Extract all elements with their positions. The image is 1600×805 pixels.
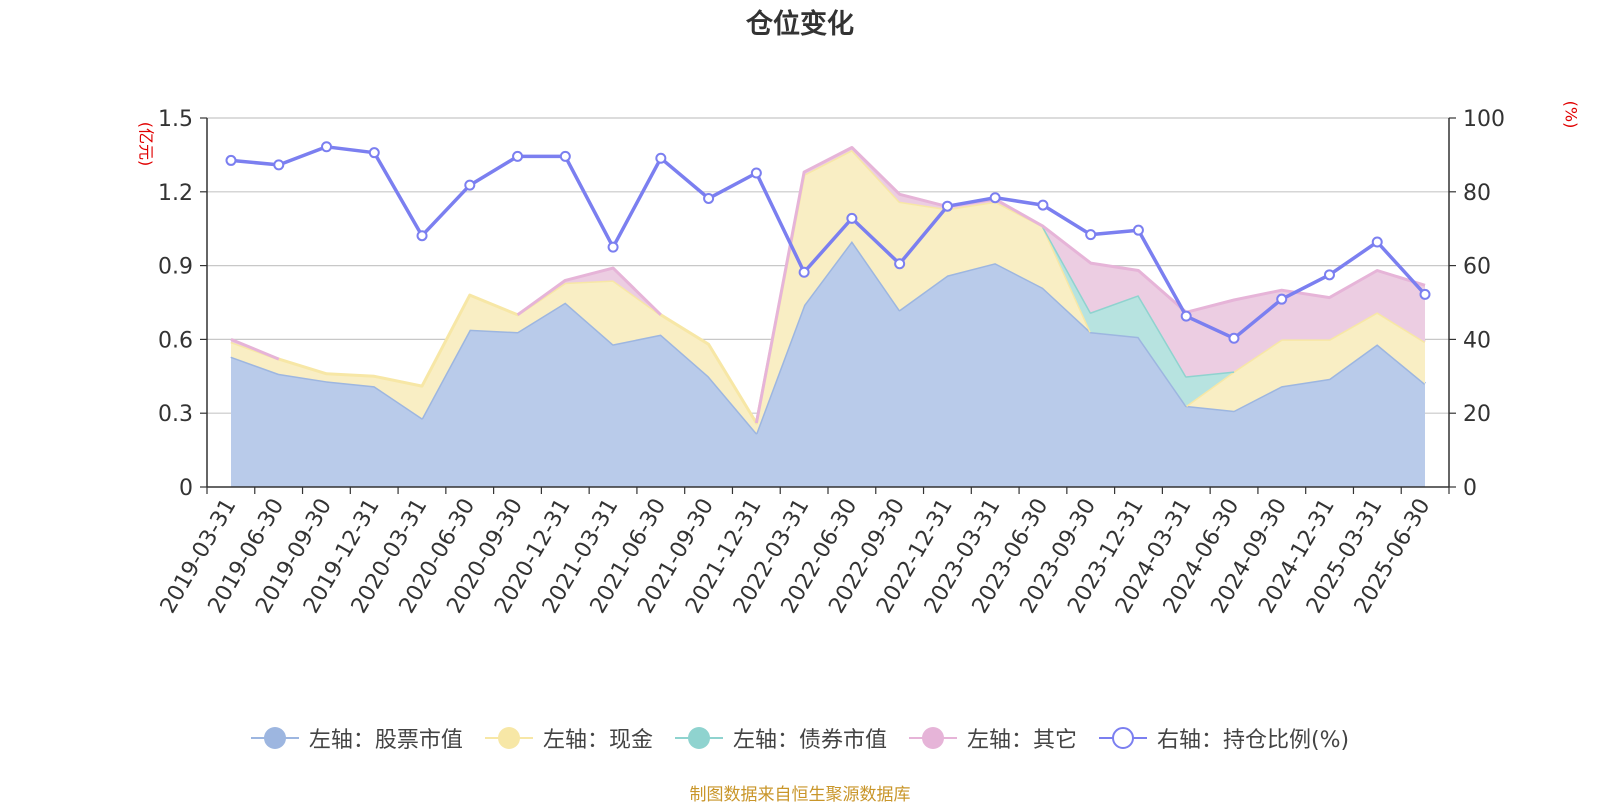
ratio-point bbox=[321, 141, 333, 153]
area-左轴：现金 bbox=[231, 150, 1091, 433]
data-source-note: 制图数据来自恒生聚源数据库 bbox=[689, 785, 911, 805]
legend-item[interactable]: 左轴：其它 bbox=[908, 722, 1077, 754]
chart-title: 仓位变化 bbox=[746, 9, 854, 40]
right-axis-unit: (%) bbox=[1561, 100, 1581, 129]
ratio-point bbox=[512, 150, 524, 162]
right-tick-label: 60 bbox=[1463, 255, 1491, 280]
ratio-point bbox=[1276, 293, 1288, 305]
left-tick-label: 0.9 bbox=[158, 255, 193, 280]
legend-item[interactable]: 右轴：持仓比例(%) bbox=[1098, 722, 1350, 754]
ratio-point bbox=[559, 150, 571, 162]
legend-label: 左轴：现金 bbox=[542, 728, 653, 753]
ratio-point bbox=[607, 241, 619, 253]
legend-marker-icon bbox=[674, 727, 723, 749]
legend-label: 左轴：债券市值 bbox=[732, 728, 887, 753]
ratio-point bbox=[1132, 224, 1144, 236]
area-左轴：其它 bbox=[756, 147, 1425, 423]
ratio-point bbox=[1085, 229, 1097, 241]
legend-marker-icon bbox=[484, 727, 533, 749]
ratio-point bbox=[1323, 269, 1335, 281]
right-tick-label: 100 bbox=[1463, 107, 1505, 132]
ratio-point bbox=[273, 159, 285, 171]
legend-marker-icon bbox=[908, 727, 957, 749]
ratio-point bbox=[894, 258, 906, 270]
ratio-point bbox=[703, 192, 715, 204]
area-edge-左轴：其它 bbox=[754, 146, 1426, 424]
holding-ratio-series bbox=[225, 141, 1431, 344]
ratio-point bbox=[1228, 332, 1240, 344]
right-tick-label: 0 bbox=[1463, 476, 1477, 501]
ratio-point bbox=[798, 266, 810, 278]
left-tick-label: 0.6 bbox=[158, 328, 193, 353]
legend-item[interactable]: 左轴：债券市值 bbox=[674, 722, 887, 754]
area-左轴：债券市值 bbox=[1042, 226, 1234, 406]
legend-marker-icon bbox=[1098, 727, 1147, 749]
legend-label: 左轴：股票市值 bbox=[308, 728, 463, 753]
ratio-point bbox=[1419, 288, 1431, 300]
ratio-point bbox=[1371, 236, 1383, 248]
ratio-point bbox=[846, 212, 858, 224]
ratio-point bbox=[464, 179, 476, 191]
area-edge-左轴：其它 bbox=[230, 338, 280, 361]
ratio-point bbox=[989, 192, 1001, 204]
ratio-point bbox=[655, 152, 667, 164]
ratio-point bbox=[416, 230, 428, 242]
left-tick-label: 1.5 bbox=[158, 107, 193, 132]
right-tick-label: 40 bbox=[1463, 328, 1491, 353]
legend-label: 右轴：持仓比例(%) bbox=[1156, 728, 1350, 753]
ratio-point bbox=[1037, 199, 1049, 211]
ratio-point bbox=[941, 200, 953, 212]
ratio-point bbox=[750, 167, 762, 179]
ratio-point bbox=[368, 147, 380, 159]
left-axis-unit: (亿元) bbox=[136, 121, 156, 167]
legend-label: 左轴：其它 bbox=[966, 728, 1077, 753]
area-edge-左轴：其它 bbox=[516, 266, 662, 317]
legend-item[interactable]: 左轴：股票市值 bbox=[250, 722, 463, 754]
ratio-line-path bbox=[230, 145, 1427, 341]
left-tick-label: 1.2 bbox=[158, 181, 193, 206]
chart-legend: 左轴：股票市值 左轴：现金 左轴：债券市值 左轴：其它 右轴：持仓比例(%) bbox=[0, 722, 1600, 754]
right-tick-label: 20 bbox=[1463, 402, 1491, 427]
area-左轴：现金 bbox=[1186, 312, 1425, 411]
legend-item[interactable]: 左轴：现金 bbox=[484, 722, 653, 754]
left-tick-label: 0 bbox=[179, 476, 193, 501]
ratio-point bbox=[1180, 310, 1192, 322]
left-tick-label: 0.3 bbox=[158, 402, 193, 427]
legend-marker-icon bbox=[250, 727, 299, 749]
right-tick-label: 80 bbox=[1463, 181, 1491, 206]
area-左轴：股票市值 bbox=[231, 241, 1425, 487]
ratio-point bbox=[225, 154, 237, 166]
stacked-areas bbox=[230, 146, 1426, 487]
